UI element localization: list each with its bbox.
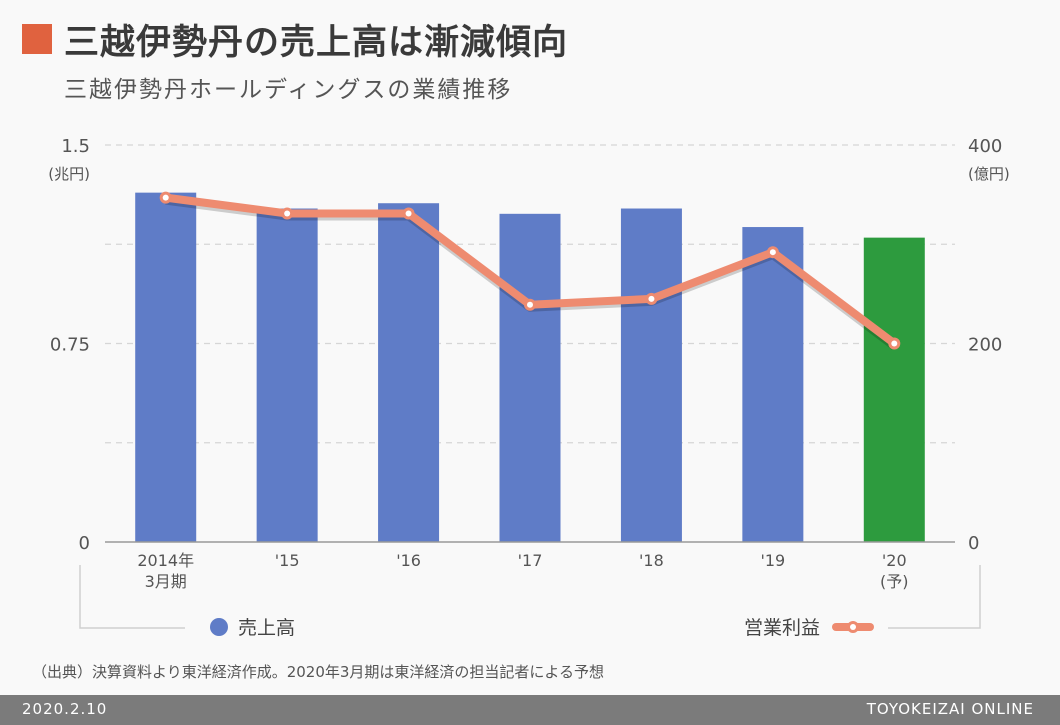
left-tick-label: 1.5 — [61, 136, 90, 157]
legend-frame-left — [79, 565, 185, 629]
bar-0 — [135, 192, 197, 542]
title-marker — [22, 24, 52, 54]
line-point-center — [162, 194, 169, 201]
legend-bar-label: 売上高 — [238, 617, 295, 639]
line-point-center — [405, 210, 412, 217]
line-point-center — [284, 210, 291, 217]
x-tick-label: '15 — [275, 551, 300, 570]
bar-1 — [256, 208, 318, 542]
right-tick-label: 400 — [968, 136, 1002, 157]
line-point-center — [891, 340, 898, 347]
legend-line-marker-center — [850, 624, 856, 630]
right-axis-unit: (億円) — [968, 165, 1010, 183]
legend-bar-swatch — [210, 618, 228, 636]
chart-subtitle: 三越伊勢丹ホールディングスの業績推移 — [64, 77, 513, 103]
source-note: （出典）決算資料より東洋経済作成。2020年3月期は東洋経済の担当記者による予想 — [32, 663, 604, 681]
right-tick-label: 0 — [968, 533, 979, 554]
brand-name: TOYOKEIZAI ONLINE — [866, 700, 1034, 718]
chart: 0 0.75 1.5 (兆円) 0 200 400 (億円) 2014年 3月期 '15 '16 '17… — [48, 136, 1010, 639]
x-tick-label: (予) — [880, 572, 909, 591]
bar-3 — [499, 213, 561, 542]
line-point-center — [527, 301, 533, 308]
bar-2 — [378, 203, 440, 542]
x-tick-label: '19 — [760, 551, 785, 570]
line-point-center — [648, 295, 655, 302]
x-tick-label: '17 — [518, 551, 543, 570]
left-axis-unit: (兆円) — [48, 165, 90, 183]
bar-6 — [863, 237, 925, 542]
footer-bar: 2020.2.10 TOYOKEIZAI ONLINE — [0, 695, 1060, 725]
legend-line-label: 営業利益 — [744, 617, 820, 639]
x-tick-label: '16 — [396, 551, 421, 570]
bar-4 — [620, 208, 682, 542]
line-point-center — [769, 249, 776, 256]
left-tick-label: 0 — [79, 533, 90, 554]
legend-frame-right — [888, 565, 981, 629]
left-tick-label: 0.75 — [50, 335, 90, 356]
bar-5 — [742, 227, 804, 542]
right-tick-label: 200 — [968, 335, 1002, 356]
x-tick-label: '20 — [882, 551, 907, 570]
chart-title: 三越伊勢丹の売上高は漸減傾向 — [64, 23, 569, 63]
x-tick-label: 2014年 — [137, 551, 194, 570]
x-tick-label: '18 — [639, 551, 664, 570]
publish-date: 2020.2.10 — [22, 700, 108, 718]
x-tick-label: 3月期 — [145, 572, 187, 591]
